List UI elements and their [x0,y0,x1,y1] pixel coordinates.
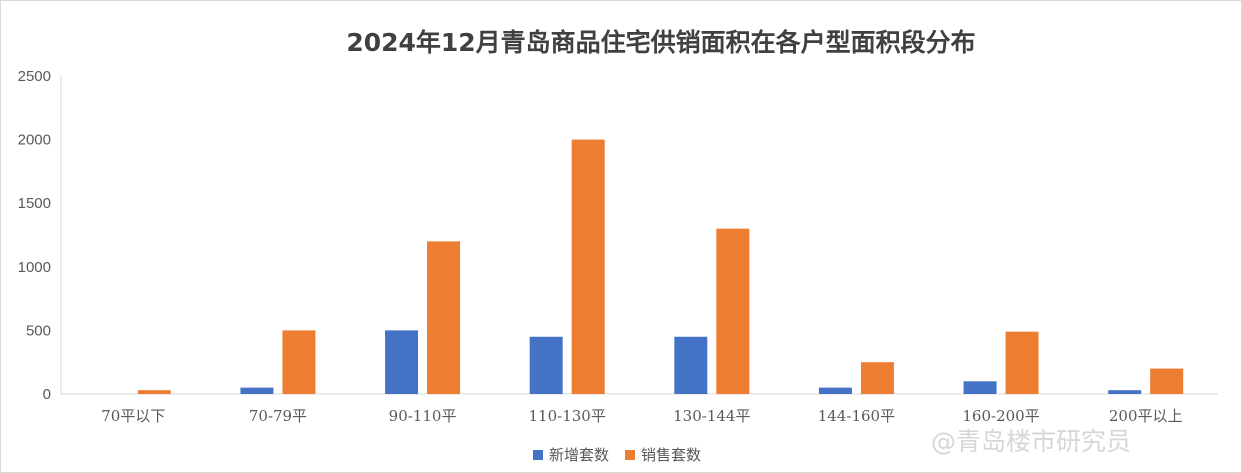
x-tick-label: 110-130平 [529,407,606,425]
bar-sales [1005,331,1039,394]
bar-new-supply [963,381,997,394]
x-tick-label: 144-160平 [818,407,895,425]
bar-new-supply [240,387,274,394]
bars [137,139,1184,394]
watermark: @青岛楼市研究员 [931,427,1131,456]
bar-sales [1150,368,1184,394]
y-tick-label: 2000 [18,132,51,149]
x-tick-label: 160-200平 [962,407,1039,425]
legend: 新增套数 销售套数 [533,446,701,464]
legend-label: 销售套数 [641,446,701,464]
legend-label: 新增套数 [549,446,609,464]
y-axis: 0 500 1000 1500 2000 2500 [18,68,62,403]
bar-new-supply [818,387,852,394]
bar-sales [860,362,894,394]
bar-new-supply [529,336,563,394]
x-tick-label: 90-110平 [389,407,457,425]
bar-sales [427,241,461,394]
bar-sales [571,139,605,394]
legend-swatch [533,450,543,460]
bar-sales [716,228,750,394]
x-tick-label: 70-79平 [249,407,307,425]
bar-new-supply [1108,390,1142,394]
x-tick-label: 130-144平 [673,407,750,425]
y-tick-label: 500 [26,322,51,339]
y-tick-label: 0 [43,386,51,403]
y-tick-label: 2500 [18,68,51,85]
x-axis: 70平以下 70-79平 90-110平 110-130平 130-144平 144-16… [61,393,1218,425]
chart-title: 2024年12月青岛商品住宅供销面积在各户型面积段分布 [346,28,975,57]
y-tick-label: 1000 [18,259,51,276]
bar-sales [137,390,171,394]
x-tick-label: 70平以下 [101,407,165,425]
legend-swatch [625,450,635,460]
x-tick-label: 200平以上 [1109,407,1183,425]
bar-sales [282,330,316,394]
y-tick-label: 1500 [18,195,51,212]
bar-new-supply [385,330,419,394]
bar-new-supply [674,336,708,394]
